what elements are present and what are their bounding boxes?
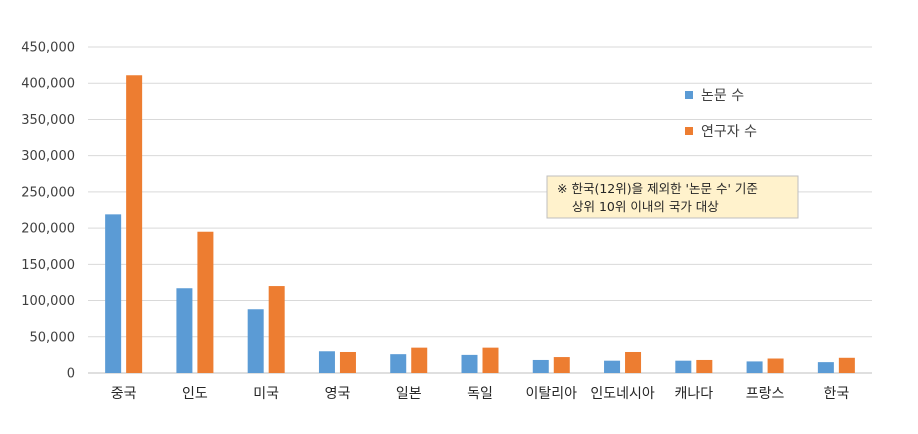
bar-researchers bbox=[197, 231, 214, 373]
y-tick-label: 0 bbox=[67, 367, 75, 382]
bar-researchers bbox=[696, 359, 713, 373]
bar-researchers bbox=[339, 351, 356, 373]
annotation-line-2: 상위 10위 이내의 국가 대상 bbox=[572, 199, 719, 214]
bar-papers bbox=[461, 354, 478, 373]
bar-papers bbox=[105, 214, 122, 373]
bar-papers bbox=[746, 361, 763, 373]
bar-papers bbox=[817, 362, 834, 373]
bar-researchers bbox=[411, 347, 428, 373]
x-category-label: 중국 bbox=[111, 386, 137, 402]
legend-swatch-papers bbox=[685, 91, 693, 99]
bar-researchers bbox=[482, 347, 499, 373]
bar-researchers bbox=[838, 357, 855, 373]
y-tick-label: 250,000 bbox=[21, 185, 75, 200]
x-category-label: 캐나다 bbox=[674, 386, 713, 402]
x-category-label: 인도네시아 bbox=[590, 386, 655, 402]
x-category-label: 한국 bbox=[823, 386, 849, 402]
x-category-label: 인도 bbox=[182, 386, 208, 402]
bar-papers bbox=[532, 359, 549, 373]
y-tick-label: 300,000 bbox=[21, 149, 75, 164]
x-category-label: 이탈리아 bbox=[526, 386, 578, 402]
bar-papers bbox=[675, 360, 692, 373]
y-tick-label: 450,000 bbox=[21, 41, 75, 56]
bar-researchers bbox=[553, 357, 570, 373]
bar-researchers bbox=[767, 358, 784, 373]
y-axis-tick-labels: 0 50,000 100,000 150,000 200,000 250,000 300,0… bbox=[21, 41, 75, 382]
bar-papers bbox=[176, 288, 193, 373]
bar-researchers bbox=[268, 286, 285, 373]
x-category-label: 영국 bbox=[325, 386, 351, 402]
x-category-label: 프랑스 bbox=[746, 386, 785, 402]
x-category-label: 미국 bbox=[253, 386, 279, 402]
y-tick-label: 100,000 bbox=[21, 294, 75, 309]
y-tick-label: 400,000 bbox=[21, 77, 75, 92]
bar-researchers bbox=[625, 351, 642, 373]
gridlines bbox=[88, 46, 872, 374]
y-tick-label: 350,000 bbox=[21, 113, 75, 128]
y-tick-label: 200,000 bbox=[21, 222, 75, 237]
y-tick-label: 150,000 bbox=[21, 258, 75, 273]
x-category-label: 독일 bbox=[467, 386, 493, 402]
bar-papers bbox=[247, 309, 264, 373]
y-tick-label: 50,000 bbox=[30, 330, 76, 345]
legend-label-researchers: 연구자 수 bbox=[701, 124, 757, 140]
bar-papers bbox=[604, 360, 621, 373]
legend: 논문 수 연구자 수 bbox=[685, 88, 757, 140]
annotation-box: ※ 한국(12위)을 제외한 '논문 수' 기준 상위 10위 이내의 국가 대… bbox=[546, 175, 799, 219]
annotation-line-1: ※ 한국(12위)을 제외한 '논문 수' 기준 bbox=[557, 181, 758, 196]
bar-papers bbox=[390, 354, 407, 373]
x-category-label: 일본 bbox=[396, 386, 422, 402]
annotation-background bbox=[546, 175, 799, 219]
bar-papers bbox=[318, 351, 335, 373]
bars bbox=[105, 75, 855, 374]
legend-label-papers: 논문 수 bbox=[701, 88, 744, 104]
x-axis-category-labels: 중국 인도 미국 영국 일본 독일 이탈리아 인도네시아 캐나다 프랑스 한국 bbox=[111, 386, 850, 402]
bar-researchers bbox=[126, 75, 143, 374]
legend-swatch-researchers bbox=[685, 127, 693, 135]
